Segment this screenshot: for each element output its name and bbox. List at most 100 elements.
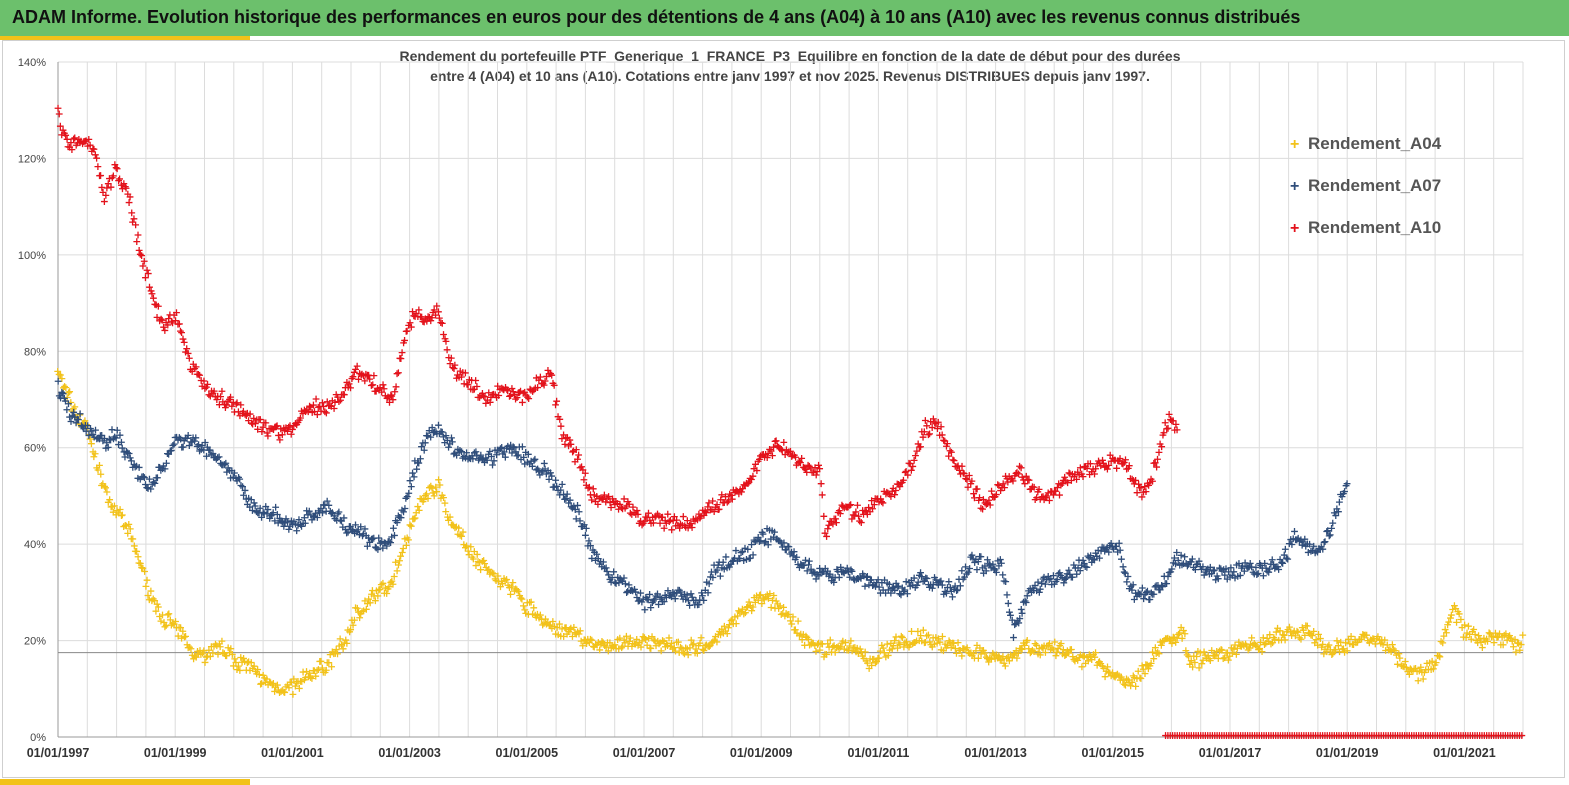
point-a04 xyxy=(1046,640,1053,647)
point-a10 xyxy=(335,398,343,405)
point-a04 xyxy=(1475,632,1482,640)
point-a07 xyxy=(1036,585,1044,593)
point-a04 xyxy=(1461,621,1469,629)
point-a04 xyxy=(428,484,436,492)
point-a07 xyxy=(76,410,84,418)
point-a04 xyxy=(147,587,155,595)
point-a07 xyxy=(54,377,62,385)
point-a10 xyxy=(854,501,861,509)
point-a04 xyxy=(397,552,405,560)
point-a04 xyxy=(787,617,794,625)
point-a07 xyxy=(177,435,185,443)
point-a07 xyxy=(323,497,331,505)
point-a04 xyxy=(1053,648,1061,656)
point-a04 xyxy=(518,595,526,603)
point-a04 xyxy=(713,638,721,646)
point-a04 xyxy=(446,513,454,521)
point-a07 xyxy=(125,450,133,457)
point-a10 xyxy=(369,381,377,389)
point-a04 xyxy=(734,612,742,620)
point-a07 xyxy=(112,434,120,442)
point-a04 xyxy=(1412,665,1419,672)
point-a07 xyxy=(400,508,407,516)
point-a04 xyxy=(1478,644,1486,651)
point-a04 xyxy=(861,648,869,656)
point-a04 xyxy=(1049,646,1057,654)
point-a07 xyxy=(848,567,856,575)
x-tick-label: 01/01/2021 xyxy=(1433,746,1496,760)
point-a04 xyxy=(420,496,428,503)
point-a07 xyxy=(179,443,187,451)
point-a04 xyxy=(842,639,849,646)
point-a07 xyxy=(269,509,277,516)
point-a04 xyxy=(598,638,606,645)
point-a04 xyxy=(464,547,472,555)
chart-frame xyxy=(2,40,1565,778)
point-a04 xyxy=(1276,627,1284,635)
point-a04 xyxy=(934,635,942,643)
point-a10 xyxy=(218,387,226,395)
point-a04 xyxy=(939,633,946,640)
point-a04 xyxy=(963,644,971,652)
point-a07 xyxy=(185,442,193,449)
point-a07 xyxy=(1079,557,1087,564)
point-a04 xyxy=(853,644,861,652)
point-a04 xyxy=(1181,630,1189,638)
point-a04 xyxy=(650,636,658,644)
point-a04 xyxy=(235,662,242,670)
point-a04 xyxy=(981,649,989,657)
point-a04 xyxy=(1029,646,1036,654)
point-a07 xyxy=(641,606,649,614)
point-a04 xyxy=(1228,649,1236,657)
x-tick-label: 01/01/2007 xyxy=(613,746,676,760)
point-a07 xyxy=(184,431,192,439)
point-a04 xyxy=(724,624,732,632)
point-a10 xyxy=(146,283,153,291)
point-a04 xyxy=(1492,629,1499,637)
point-a10 xyxy=(391,388,399,396)
point-a04 xyxy=(1057,640,1065,647)
y-tick-label: 80% xyxy=(24,346,46,358)
point-a04 xyxy=(424,495,432,502)
point-a07 xyxy=(379,544,387,552)
point-a04 xyxy=(569,633,576,640)
point-a04 xyxy=(1232,650,1240,658)
point-a10 xyxy=(668,526,676,534)
point-a04 xyxy=(399,545,407,552)
point-a04 xyxy=(1151,644,1159,652)
point-a04 xyxy=(789,613,797,621)
point-a10 xyxy=(367,382,375,389)
point-a04 xyxy=(1189,663,1197,671)
point-a04 xyxy=(1402,664,1410,671)
point-a04 xyxy=(1084,657,1092,665)
point-a04 xyxy=(312,672,320,680)
point-a10 xyxy=(150,294,157,302)
point-a04 xyxy=(1199,656,1207,664)
point-a04 xyxy=(1347,633,1355,640)
point-a07 xyxy=(201,439,209,446)
point-a04 xyxy=(1301,631,1309,639)
point-a04 xyxy=(1206,657,1214,665)
point-a04 xyxy=(432,483,440,491)
point-a04 xyxy=(1166,635,1173,643)
point-a07 xyxy=(552,476,560,484)
point-a07 xyxy=(357,523,365,531)
point-a04 xyxy=(1175,631,1182,638)
point-a04 xyxy=(161,623,169,631)
point-a04 xyxy=(1013,654,1021,662)
point-a04 xyxy=(247,659,255,666)
point-a04 xyxy=(1269,639,1276,647)
point-a04 xyxy=(604,647,612,655)
point-a10 xyxy=(589,485,597,493)
point-a04 xyxy=(1271,635,1279,643)
point-a07 xyxy=(374,546,382,553)
point-a04 xyxy=(785,611,793,618)
point-a07 xyxy=(150,478,158,486)
point-a10 xyxy=(397,355,405,363)
point-a07 xyxy=(949,593,956,601)
point-a07 xyxy=(647,604,655,612)
point-a04 xyxy=(995,652,1003,660)
point-a04 xyxy=(1196,649,1204,657)
legend-item-a10: + Rendement_A10 xyxy=(1290,218,1441,260)
point-a10 xyxy=(54,104,62,112)
